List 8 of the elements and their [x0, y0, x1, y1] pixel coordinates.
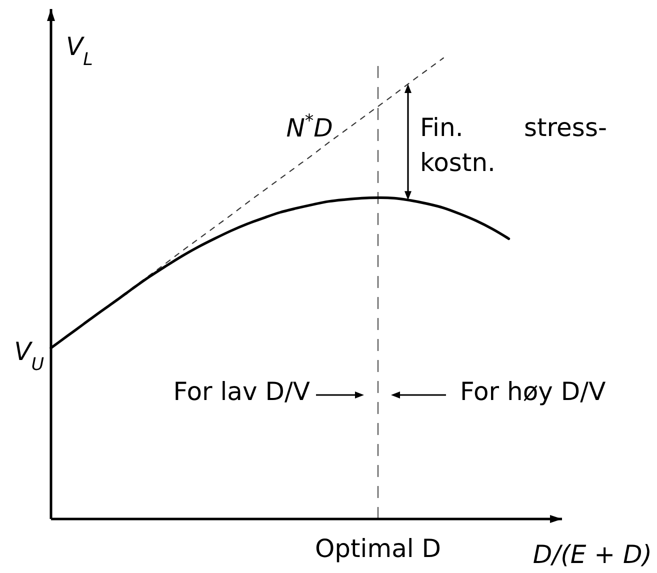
annotation: V$_{U}$: [14, 336, 44, 375]
text: Fin. stress-kostn.: [420, 113, 608, 178]
annotation: For høy D/V: [460, 377, 606, 406]
text: Optimal D: [314, 534, 442, 563]
series-label: N$^{*}$D: [286, 111, 333, 142]
y-axis-title: V$_{L}$: [66, 32, 93, 70]
annotation: For lav D/V: [173, 377, 310, 406]
x-axis-title: D/(E + D): [532, 540, 652, 569]
